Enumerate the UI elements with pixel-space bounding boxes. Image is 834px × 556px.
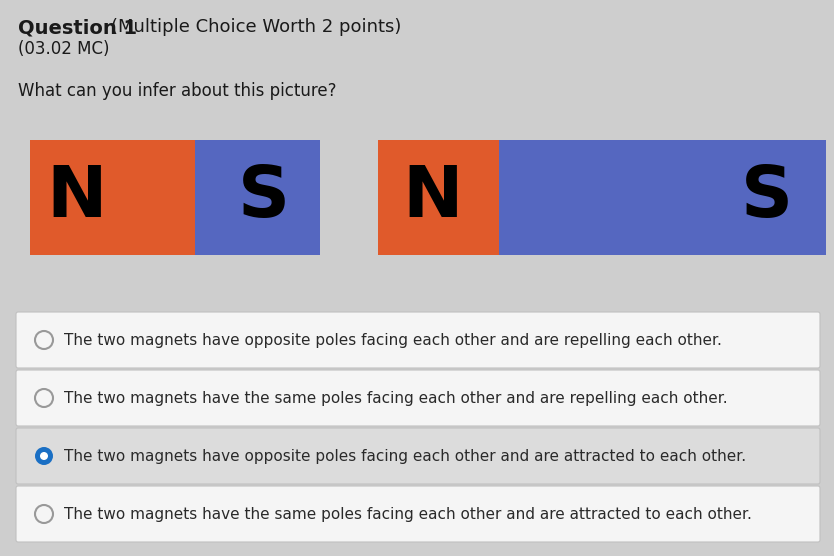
Text: S: S [238, 163, 290, 232]
Bar [195, 140, 320, 255]
Bar [378, 140, 499, 255]
Circle shape [35, 505, 53, 523]
Circle shape [40, 452, 48, 460]
Text: N: N [46, 163, 107, 232]
FancyBboxPatch shape [16, 428, 820, 484]
Circle shape [35, 447, 53, 465]
Text: S: S [741, 163, 793, 232]
Text: N: N [402, 163, 463, 232]
Text: What can you infer about this picture?: What can you infer about this picture? [18, 82, 336, 100]
Text: The two magnets have the same poles facing each other and are attracted to each : The two magnets have the same poles faci… [64, 507, 752, 522]
Circle shape [35, 331, 53, 349]
Text: The two magnets have opposite poles facing each other and are attracted to each : The two magnets have opposite poles faci… [64, 449, 746, 464]
Bar [30, 140, 195, 255]
FancyBboxPatch shape [16, 370, 820, 426]
Text: (03.02 MC): (03.02 MC) [18, 40, 109, 58]
Text: The two magnets have opposite poles facing each other and are repelling each oth: The two magnets have opposite poles faci… [64, 332, 722, 348]
FancyBboxPatch shape [16, 486, 820, 542]
Circle shape [35, 389, 53, 407]
Text: Question 1: Question 1 [18, 18, 137, 37]
Text: (Multiple Choice Worth 2 points): (Multiple Choice Worth 2 points) [111, 18, 401, 36]
Text: The two magnets have the same poles facing each other and are repelling each oth: The two magnets have the same poles faci… [64, 390, 727, 405]
Bar [499, 140, 826, 255]
FancyBboxPatch shape [16, 312, 820, 368]
